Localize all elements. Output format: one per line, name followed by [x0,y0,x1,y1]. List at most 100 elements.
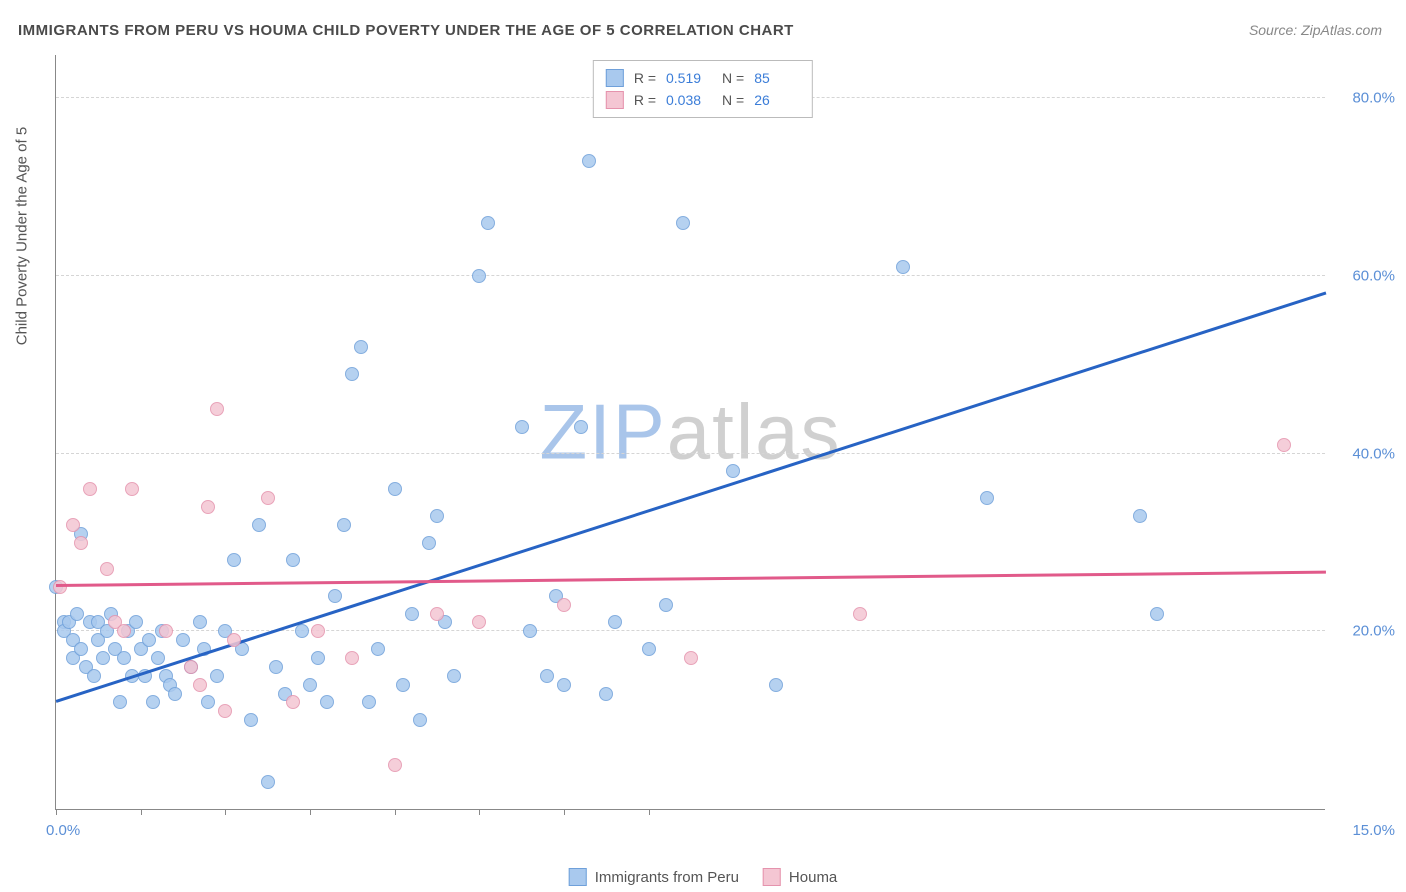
series-legend: Immigrants from Peru Houma [569,868,838,886]
data-point [413,713,427,727]
data-point [151,651,165,665]
legend-row: R = 0.519 N = 85 [606,67,800,89]
data-point [311,624,325,638]
data-point [83,482,97,496]
data-point [125,482,139,496]
data-point [396,678,410,692]
gridline [56,453,1325,454]
r-label: R = [634,92,656,108]
legend-swatch [606,91,624,109]
data-point [74,536,88,550]
data-point [371,642,385,656]
data-point [193,615,207,629]
x-tick [479,809,480,815]
data-point [286,695,300,709]
y-tick-label: 80.0% [1352,90,1395,107]
data-point [853,607,867,621]
data-point [201,500,215,514]
data-point [472,615,486,629]
legend-label: Immigrants from Peru [595,869,739,886]
legend-swatch [763,868,781,886]
trend-line [56,571,1326,587]
data-point [447,669,461,683]
data-point [113,695,127,709]
data-point [303,678,317,692]
data-point [261,491,275,505]
n-value: 26 [754,92,800,108]
legend-row: R = 0.038 N = 26 [606,89,800,111]
watermark-atlas: atlas [667,388,842,476]
data-point [210,669,224,683]
data-point [362,695,376,709]
data-point [218,704,232,718]
data-point [345,651,359,665]
r-value: 0.519 [666,70,712,86]
data-point [201,695,215,709]
data-point [557,598,571,612]
data-point [176,633,190,647]
n-value: 85 [754,70,800,86]
data-point [100,562,114,576]
data-point [117,624,131,638]
data-point [244,713,258,727]
data-point [599,687,613,701]
data-point [582,154,596,168]
data-point [210,402,224,416]
data-point [337,518,351,532]
data-point [430,509,444,523]
data-point [311,651,325,665]
r-value: 0.038 [666,92,712,108]
data-point [642,642,656,656]
data-point [269,660,283,674]
legend-item: Houma [763,868,837,886]
data-point [574,420,588,434]
r-label: R = [634,70,656,86]
source-credit: Source: ZipAtlas.com [1249,22,1382,38]
data-point [557,678,571,692]
x-tick [395,809,396,815]
gridline [56,275,1325,276]
data-point [184,660,198,674]
data-point [159,624,173,638]
data-point [96,651,110,665]
data-point [388,482,402,496]
data-point [481,216,495,230]
data-point [1277,438,1291,452]
data-point [896,260,910,274]
data-point [129,615,143,629]
data-point [328,589,342,603]
n-label: N = [722,70,744,86]
chart-title: IMMIGRANTS FROM PERU VS HOUMA CHILD POVE… [18,22,794,39]
trend-line [56,291,1327,702]
y-axis-label: Child Poverty Under the Age of 5 [14,127,31,345]
data-point [66,518,80,532]
watermark-zip: ZIP [539,388,666,476]
data-point [405,607,419,621]
y-tick-label: 60.0% [1352,268,1395,285]
data-point [53,580,67,594]
data-point [168,687,182,701]
scatter-chart: ZIPatlas 20.0%40.0%60.0%80.0%0.0%15.0% [55,55,1325,810]
data-point [684,651,698,665]
data-point [345,367,359,381]
data-point [142,633,156,647]
x-tick-label: 15.0% [1352,822,1395,839]
data-point [261,775,275,789]
data-point [87,669,101,683]
data-point [1133,509,1147,523]
data-point [430,607,444,621]
data-point [117,651,131,665]
data-point [422,536,436,550]
gridline [56,630,1325,631]
data-point [769,678,783,692]
data-point [70,607,84,621]
data-point [388,758,402,772]
legend-swatch [606,69,624,87]
x-tick [649,809,650,815]
data-point [1150,607,1164,621]
data-point [980,491,994,505]
x-tick [564,809,565,815]
data-point [227,553,241,567]
n-label: N = [722,92,744,108]
data-point [354,340,368,354]
